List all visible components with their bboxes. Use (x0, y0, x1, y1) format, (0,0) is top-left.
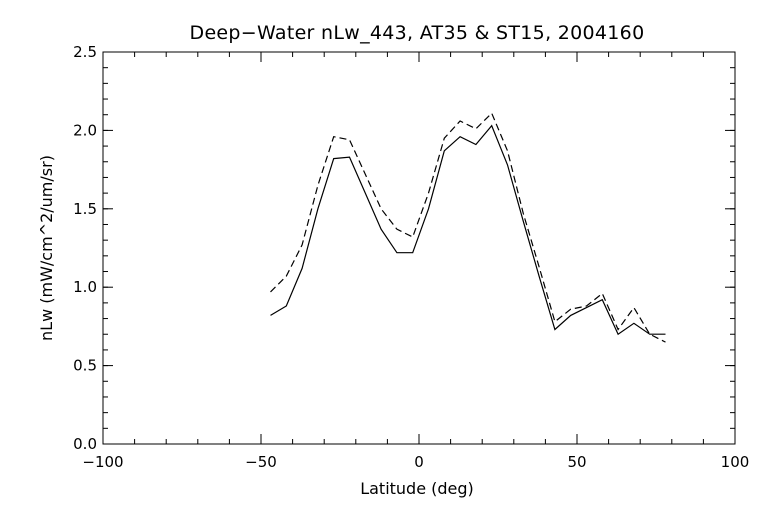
series-solid-line (270, 124, 666, 336)
axis-tick-labels: −100 −50 0 50 100 0.0 0.5 1.0 1.5 2.0 2.5 (73, 43, 749, 471)
x-axis-title: Latitude (deg) (360, 479, 474, 498)
x-tick-label: −50 (245, 453, 277, 471)
x-tick-label: 100 (721, 453, 750, 471)
x-tick-label: −100 (82, 453, 123, 471)
y-tick-label: 1.0 (73, 278, 97, 296)
axis-ticks (102, 51, 736, 445)
x-tick-label: 0 (414, 453, 424, 471)
y-axis-title: nLw (mW/cm^2/um/sr) (37, 155, 56, 341)
x-tick-label: 50 (567, 453, 586, 471)
chart-title: Deep−Water nLw_443, AT35 & ST15, 2004160 (190, 22, 645, 44)
plot-frame (102, 51, 736, 445)
y-tick-label: 2.0 (73, 121, 97, 139)
y-tick-label: 1.5 (73, 200, 97, 218)
series-layer (270, 112, 666, 343)
y-tick-label: 2.5 (73, 43, 97, 61)
y-tick-label: 0.5 (73, 357, 97, 375)
series-dashed-line (270, 112, 666, 343)
y-tick-label: 0.0 (73, 435, 97, 453)
